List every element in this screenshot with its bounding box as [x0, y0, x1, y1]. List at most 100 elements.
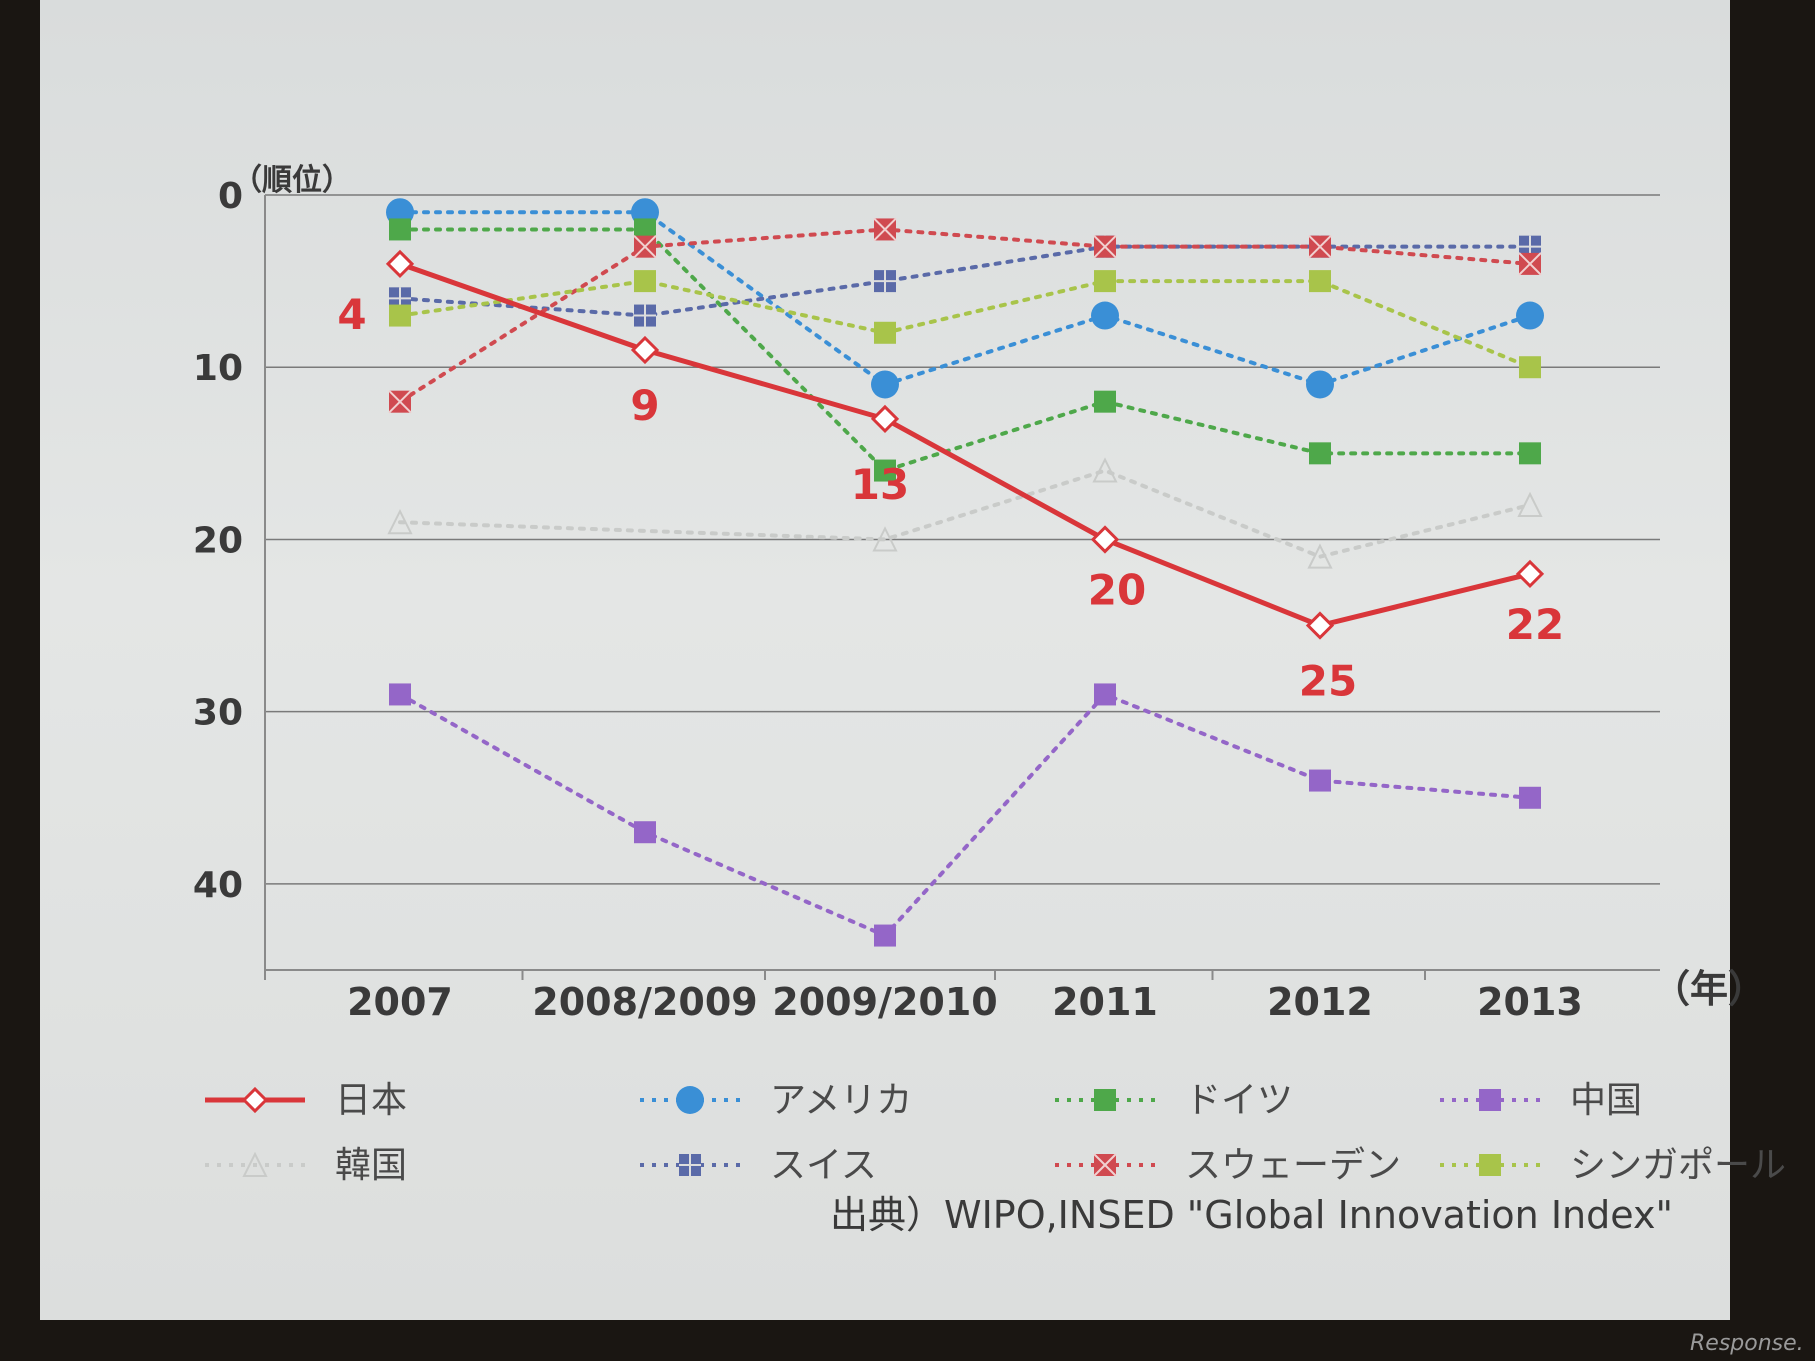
data-point: [676, 1086, 704, 1114]
series-6: [388, 217, 1542, 414]
data-point: [385, 249, 415, 279]
data-label: 9: [630, 381, 659, 430]
x-tick-label: 2009/2010: [772, 980, 997, 1024]
legend-item: アメリカ: [640, 1080, 912, 1121]
data-point: [389, 683, 411, 706]
legend-item: スイス: [640, 1145, 877, 1186]
data-point: [1518, 252, 1542, 276]
series-line: [398, 227, 1532, 404]
series-0: [385, 249, 1545, 640]
x-unit-label: （年）: [1652, 967, 1766, 1011]
data-point: [1515, 559, 1545, 589]
legend-label: スイス: [770, 1145, 877, 1186]
data-point: [1306, 370, 1334, 399]
legend-label: アメリカ: [770, 1080, 912, 1121]
y-tick-label: 30: [193, 693, 243, 734]
data-point: [242, 1151, 268, 1177]
data-point: [387, 508, 413, 535]
legend-label: 日本: [335, 1080, 407, 1121]
y-tick-label: 20: [193, 520, 243, 561]
data-point: [1094, 683, 1116, 706]
series-line: [398, 692, 1532, 938]
data-point: [1519, 786, 1541, 809]
data-point: [1516, 301, 1544, 330]
x-tick-label: 2013: [1477, 980, 1583, 1024]
data-point: [1090, 525, 1120, 554]
data-point: [1094, 270, 1116, 293]
data-point: [872, 526, 898, 552]
data-point: [1307, 543, 1333, 569]
legend-item: 韓国: [205, 1145, 407, 1186]
data-point: [874, 321, 896, 344]
series-4: [387, 457, 1543, 569]
data-point: [874, 459, 896, 482]
series-3: [389, 683, 1541, 947]
data-point: [1092, 457, 1118, 483]
y-tick-label: 40: [193, 865, 243, 906]
legend-label: 中国: [1570, 1080, 1642, 1121]
data-point: [871, 370, 899, 399]
data-label: 25: [1299, 657, 1357, 706]
data-point: [873, 217, 897, 242]
data-point: [630, 335, 660, 365]
legend-item: 中国: [1440, 1080, 1642, 1121]
series-line: [397, 261, 1533, 629]
watermark-text: Response.: [1690, 1331, 1804, 1356]
data-point: [634, 270, 656, 293]
legend-label: ドイツ: [1185, 1080, 1293, 1121]
data-point: [634, 821, 656, 844]
legend-item: スウェーデン: [1055, 1145, 1401, 1186]
data-point: [1519, 235, 1541, 258]
data-label: 13: [851, 460, 909, 509]
data-point: [1479, 1154, 1501, 1176]
y-tick-label: 10: [193, 348, 243, 389]
data-point: [874, 924, 896, 947]
data-point: [634, 218, 656, 241]
x-tick-label: 2012: [1267, 980, 1373, 1024]
data-point: [389, 304, 411, 327]
source-note: 出典）WIPO,INSED "Global Innovation Index": [830, 1193, 1673, 1237]
x-tick-label: 2008/2009: [532, 980, 757, 1024]
axis-layer: （順位） （年） 0 10 20 30 40 2007 2008/2009 2009/2010…: [193, 163, 1766, 1024]
data-point: [1309, 442, 1331, 465]
data-point: [1517, 491, 1543, 517]
data-point: [1094, 1089, 1116, 1111]
series-line: [398, 279, 1532, 370]
series-line: [398, 210, 1532, 387]
series-line: [398, 468, 1532, 559]
legend-item: シンガポール: [1440, 1145, 1786, 1186]
data-point: [389, 218, 411, 241]
legend-label: シンガポール: [1570, 1145, 1786, 1186]
data-point: [241, 1086, 269, 1114]
data-label: 20: [1088, 565, 1146, 614]
legend-label: 韓国: [335, 1145, 407, 1186]
data-point: [874, 270, 896, 293]
data-point: [633, 234, 657, 259]
data-label: 22: [1506, 600, 1564, 649]
data-point: [1479, 1089, 1501, 1111]
data-point: [1094, 390, 1116, 413]
series-2: [389, 218, 1541, 482]
data-point: [1093, 1153, 1117, 1177]
data-point: [1309, 270, 1331, 293]
legend-item: 日本: [205, 1080, 407, 1121]
series-line: [398, 227, 1532, 473]
legend-label: スウェーデン: [1185, 1145, 1401, 1186]
y-unit-label: （順位）: [232, 163, 352, 198]
data-label: 4: [337, 290, 366, 339]
data-point: [1519, 442, 1541, 465]
series-7: [389, 270, 1541, 379]
data-point: [1091, 301, 1119, 330]
y-tick-label: 0: [218, 176, 243, 217]
data-point: [1308, 234, 1332, 259]
grid-layer: [264, 194, 1660, 980]
data-point: [1305, 611, 1335, 640]
series-line: [398, 244, 1532, 318]
data-point: [1309, 769, 1331, 792]
x-tick-label: 2011: [1052, 980, 1158, 1024]
data-point: [870, 404, 900, 434]
legend-item: ドイツ: [1055, 1080, 1293, 1121]
data-point: [679, 1154, 701, 1176]
